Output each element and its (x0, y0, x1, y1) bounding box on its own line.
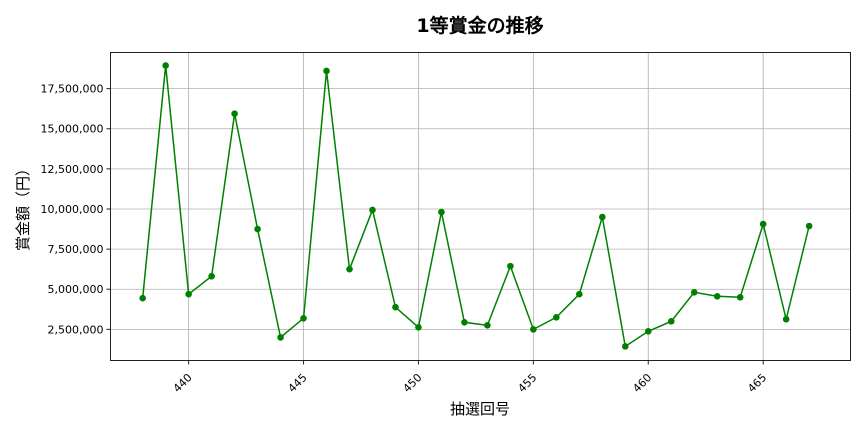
data-point (530, 326, 537, 333)
x-tick-label: 445 (286, 371, 310, 395)
data-point (185, 290, 192, 298)
data-point (782, 315, 790, 323)
y-tick-label: 7,500,000 (48, 243, 104, 256)
data-point (415, 323, 422, 331)
x-tick-label: 465 (745, 371, 769, 395)
y-tick-label: 12,500,000 (41, 163, 104, 176)
y-tick-label: 15,000,000 (41, 123, 104, 136)
data-point (690, 288, 698, 296)
series-line (141, 65, 810, 348)
data-point (277, 334, 284, 341)
chart-title: 1等賞金の推移 (416, 14, 543, 37)
x-tick-label: 450 (401, 371, 425, 395)
plot-frame (110, 52, 851, 361)
data-point (644, 327, 652, 335)
data-point (208, 272, 215, 280)
data-point (369, 206, 376, 214)
y-axis-label: 賞金額（円） (14, 161, 32, 251)
data-point (461, 319, 468, 326)
y-tick-label: 10,000,000 (41, 203, 104, 216)
data-point (507, 262, 514, 270)
data-point (162, 62, 169, 69)
data-point (438, 208, 445, 216)
data-point (553, 314, 560, 321)
y-tick-label: 17,500,000 (41, 83, 104, 96)
data-point (713, 292, 721, 300)
x-tick-label: 455 (515, 371, 539, 395)
data-point (323, 67, 330, 75)
x-tick-label: 460 (630, 371, 654, 395)
data-point (621, 343, 629, 350)
data-point (346, 265, 353, 273)
data-point (599, 213, 606, 221)
data-point (805, 222, 813, 230)
y-tick-label: 2,500,000 (48, 323, 104, 336)
data-point (484, 322, 491, 329)
data-point (300, 314, 307, 322)
x-axis-label: 抽選回号 (450, 400, 510, 418)
y-tick-label: 5,000,000 (48, 283, 104, 296)
data-point (736, 293, 744, 301)
data-point (392, 303, 399, 311)
data-point (759, 220, 767, 228)
data-point (576, 290, 583, 298)
data-point (139, 294, 146, 302)
data-point (254, 225, 261, 233)
data-point (231, 110, 238, 117)
data-point (667, 318, 675, 325)
x-tick-label: 440 (171, 371, 195, 395)
